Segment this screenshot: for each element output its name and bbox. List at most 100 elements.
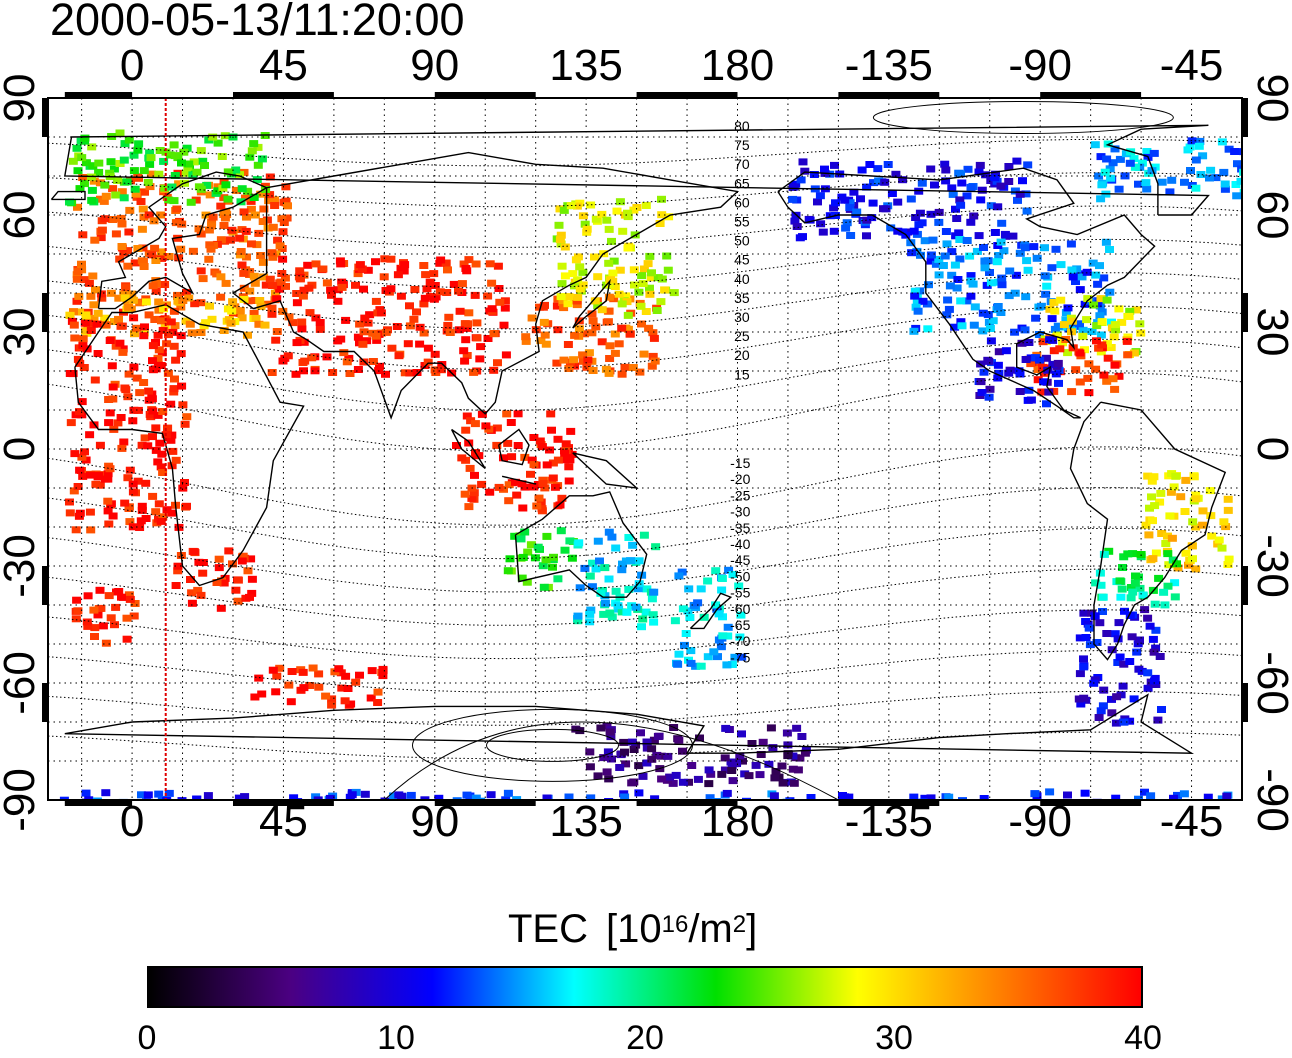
tec-pixel bbox=[978, 327, 988, 335]
contour-label: -65 bbox=[730, 617, 750, 633]
tec-pixel bbox=[798, 158, 808, 166]
tec-pixel bbox=[611, 544, 621, 552]
tec-pixel bbox=[1149, 473, 1159, 481]
tec-pixel bbox=[1075, 378, 1085, 386]
tec-pixel bbox=[629, 206, 639, 214]
tec-pixel bbox=[157, 317, 166, 325]
tec-pixel bbox=[472, 319, 482, 327]
tec-pixel bbox=[104, 592, 114, 600]
tec-pixel bbox=[1147, 477, 1157, 485]
tec-pixel bbox=[1109, 333, 1119, 341]
tec-pixel bbox=[216, 293, 226, 301]
tec-pixel bbox=[74, 512, 84, 520]
tec-pixel bbox=[979, 368, 989, 376]
tec-pixel bbox=[135, 524, 145, 531]
lat-tick-label-right: -30 bbox=[1248, 534, 1292, 598]
tec-pixel bbox=[111, 191, 121, 199]
tec-pixel bbox=[158, 408, 168, 415]
tec-pixel bbox=[125, 595, 135, 603]
tec-pixel bbox=[355, 671, 364, 679]
tec-pixel bbox=[654, 732, 664, 740]
tec-pixel bbox=[723, 632, 733, 640]
lon-tick-label-bottom: -45 bbox=[1160, 797, 1224, 846]
tec-pixel bbox=[470, 291, 480, 299]
tec-pixel bbox=[1099, 371, 1109, 379]
tec-pixel bbox=[267, 249, 277, 257]
tec-pixel bbox=[421, 271, 431, 279]
tec-pixel bbox=[1098, 593, 1108, 601]
tec-pixel bbox=[541, 556, 551, 564]
tec-pixel bbox=[1047, 264, 1057, 272]
magnetic-contour bbox=[48, 138, 1242, 167]
contour-label: 15 bbox=[734, 366, 750, 382]
tec-pixel bbox=[78, 341, 88, 349]
lon-tick-label-bottom: -135 bbox=[845, 797, 933, 846]
tec-pixel bbox=[1148, 555, 1158, 563]
tec-pixel bbox=[554, 221, 564, 229]
tec-pixel bbox=[169, 342, 179, 350]
tec-pixel bbox=[622, 608, 632, 616]
tec-pixel bbox=[119, 438, 129, 446]
colorbar-tick-label: 10 bbox=[377, 1019, 415, 1057]
tec-pixel bbox=[405, 369, 415, 377]
tec-pixel bbox=[585, 618, 595, 626]
tec-pixel bbox=[494, 483, 504, 491]
tec-pixel bbox=[862, 232, 871, 240]
tec-pixel bbox=[359, 328, 369, 336]
tec-pixel bbox=[90, 633, 99, 640]
tec-pixel bbox=[460, 490, 470, 498]
tec-pixel bbox=[216, 273, 226, 281]
tec-pixel bbox=[241, 227, 251, 235]
tec-pixel bbox=[283, 202, 292, 210]
colorbar-unit-exp: 16 bbox=[661, 911, 689, 938]
tec-pixel bbox=[239, 295, 249, 303]
tec-pixel bbox=[944, 793, 954, 800]
tec-pixel bbox=[1205, 487, 1215, 495]
tec-pixel bbox=[136, 517, 146, 525]
coastline bbox=[50, 190, 86, 201]
tec-pixel bbox=[360, 314, 370, 322]
tec-pixel bbox=[585, 610, 595, 618]
tec-pixel bbox=[204, 226, 214, 234]
tec-pixel bbox=[123, 393, 133, 401]
tec-pixel bbox=[618, 227, 628, 235]
tec-pixel bbox=[1117, 585, 1127, 593]
tec-pixel bbox=[80, 180, 89, 188]
tec-pixel bbox=[523, 548, 533, 556]
contour-label: 20 bbox=[734, 347, 750, 363]
tec-pixel bbox=[1040, 272, 1050, 280]
tec-pixel bbox=[674, 572, 684, 580]
tec-pixel bbox=[1169, 794, 1178, 800]
tec-pixel bbox=[1205, 174, 1214, 182]
tec-pixel bbox=[121, 284, 131, 292]
tec-pixel bbox=[70, 334, 80, 342]
tec-pixel bbox=[1151, 626, 1161, 634]
tec-pixel bbox=[703, 653, 713, 661]
tec-pixel bbox=[648, 329, 658, 337]
tec-pixel bbox=[1157, 530, 1167, 537]
tec-pixel bbox=[684, 585, 694, 593]
tec-pixel bbox=[1017, 339, 1027, 347]
tec-pixel bbox=[636, 729, 645, 737]
tec-pixel bbox=[607, 613, 617, 621]
tec-pixel bbox=[207, 222, 216, 230]
tec-pixel bbox=[154, 500, 164, 508]
tec-pixel bbox=[942, 240, 952, 248]
tec-pixel bbox=[65, 311, 75, 319]
tec-pixel bbox=[86, 327, 96, 334]
tec-pixel bbox=[216, 236, 226, 244]
tec-pixel bbox=[1026, 360, 1036, 368]
tec-pixel bbox=[368, 358, 378, 365]
tec-pixel bbox=[435, 288, 445, 296]
lon-tick-label-bottom: -90 bbox=[1008, 797, 1072, 846]
tec-pixel bbox=[1137, 667, 1147, 675]
tec-pixel bbox=[224, 316, 234, 324]
colorbar bbox=[147, 966, 1143, 1008]
tec-pixel bbox=[1123, 550, 1133, 558]
tec-pixel bbox=[1044, 388, 1054, 396]
tec-pixel bbox=[642, 585, 652, 593]
tec-pixel bbox=[137, 506, 147, 514]
tec-pixel bbox=[1050, 307, 1060, 315]
tec-pixel bbox=[459, 260, 469, 268]
frame-bar bbox=[64, 92, 133, 98]
